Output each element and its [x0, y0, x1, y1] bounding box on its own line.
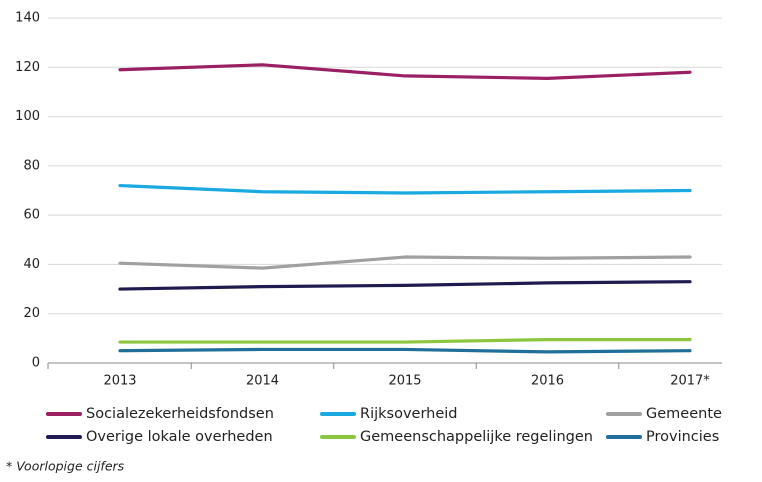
x-tick-label: 2016 [531, 374, 564, 389]
legend-label: Gemeente [646, 406, 722, 422]
y-tick-label: 100 [15, 109, 40, 124]
y-tick-label: 40 [23, 257, 40, 272]
x-tick-label: 2017* [670, 374, 710, 389]
y-tick-label: 140 [15, 11, 40, 26]
y-tick-label: 0 [32, 356, 40, 371]
x-tick-label: 2013 [103, 374, 136, 389]
series-line [118, 337, 692, 344]
y-tick-label: 80 [23, 158, 40, 173]
legend-label: Socialezekerheidsfondsen [86, 406, 274, 422]
x-tick-label: 2015 [388, 374, 421, 389]
y-tick-label: 20 [23, 306, 40, 321]
y-tick-label: 60 [23, 208, 40, 223]
legend-label: Rijksoverheid [360, 406, 458, 422]
legend-label: Gemeenschappelijke regelingen [360, 429, 593, 445]
series-line [118, 347, 692, 354]
y-tick-label: 120 [15, 60, 40, 75]
series-line [118, 280, 692, 291]
series-line [118, 255, 692, 270]
legend-label: Overige lokale overheden [86, 429, 273, 445]
series-line [118, 63, 692, 80]
x-tick-label: 2014 [246, 374, 279, 389]
legend-label: Provincies [646, 429, 719, 445]
legend: Socialezekerheidsfondsen Rijksoverheid Gem… [46, 406, 722, 445]
series-line [118, 183, 692, 195]
footnote: * Voorlopige cijfers [6, 459, 125, 474]
